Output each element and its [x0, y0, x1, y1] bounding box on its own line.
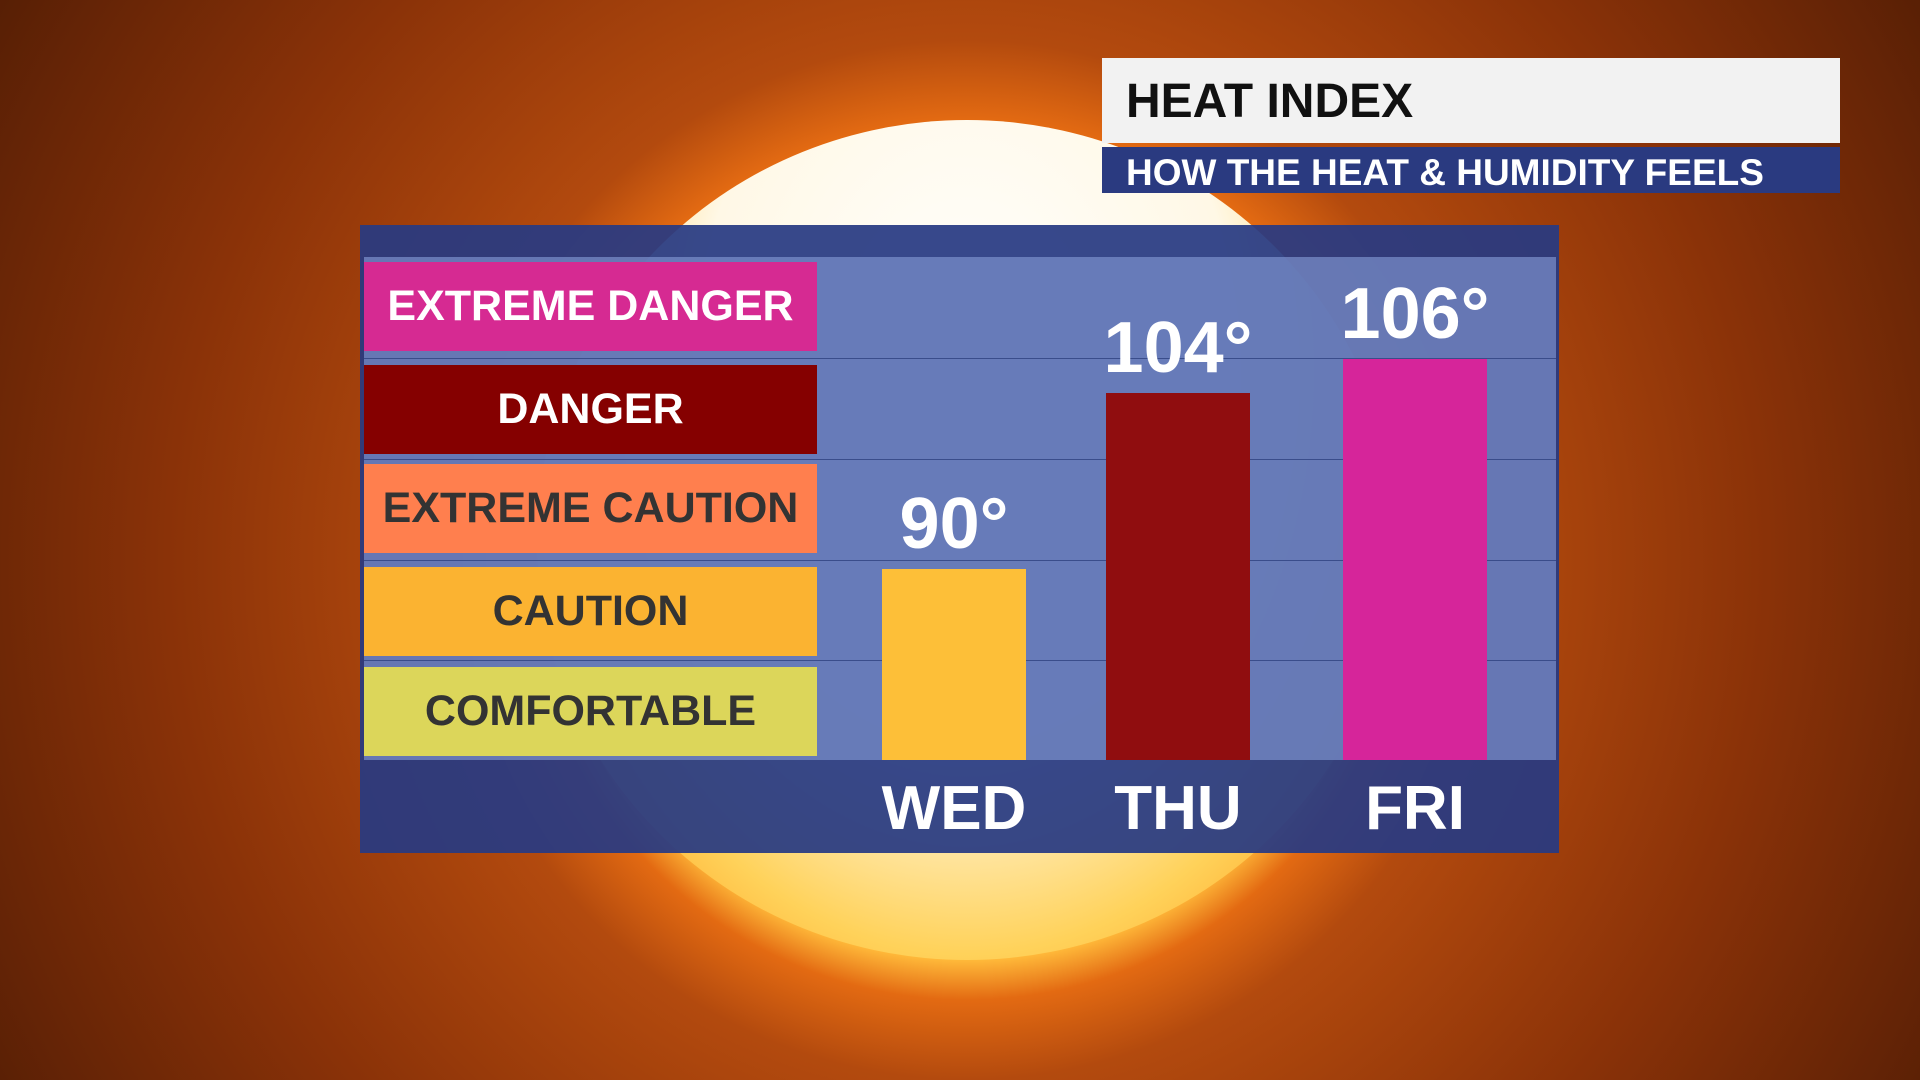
bar-thu — [1106, 393, 1250, 760]
value-label: 104° — [1103, 308, 1253, 388]
legend-caution: CAUTION — [364, 567, 817, 656]
value-label: 106° — [1340, 274, 1490, 354]
chart-title: HEAT INDEX — [1126, 75, 1414, 128]
gridline — [364, 358, 1556, 359]
gridline — [364, 560, 1556, 561]
gridline — [364, 459, 1556, 460]
legend-extreme-danger: EXTREME DANGER — [364, 262, 817, 351]
day-label: THU — [1114, 774, 1242, 843]
bar-wed — [882, 569, 1026, 760]
subtitle-box: HOW THE HEAT & HUMIDITY FEELS — [1102, 147, 1840, 193]
legend-danger: DANGER — [364, 365, 817, 454]
chart-subtitle: HOW THE HEAT & HUMIDITY FEELS — [1126, 152, 1764, 193]
title-box: HEAT INDEX — [1102, 58, 1840, 143]
day-label: FRI — [1365, 774, 1465, 843]
legend-comfortable: COMFORTABLE — [364, 667, 817, 756]
bar-fri — [1343, 359, 1487, 760]
day-label: WED — [881, 774, 1027, 843]
legend-extreme-caution: EXTREME CAUTION — [364, 464, 817, 553]
value-label: 90° — [899, 484, 1009, 564]
chart-panel: EXTREME DANGER DANGER EXTREME CAUTION CA… — [360, 225, 1559, 853]
